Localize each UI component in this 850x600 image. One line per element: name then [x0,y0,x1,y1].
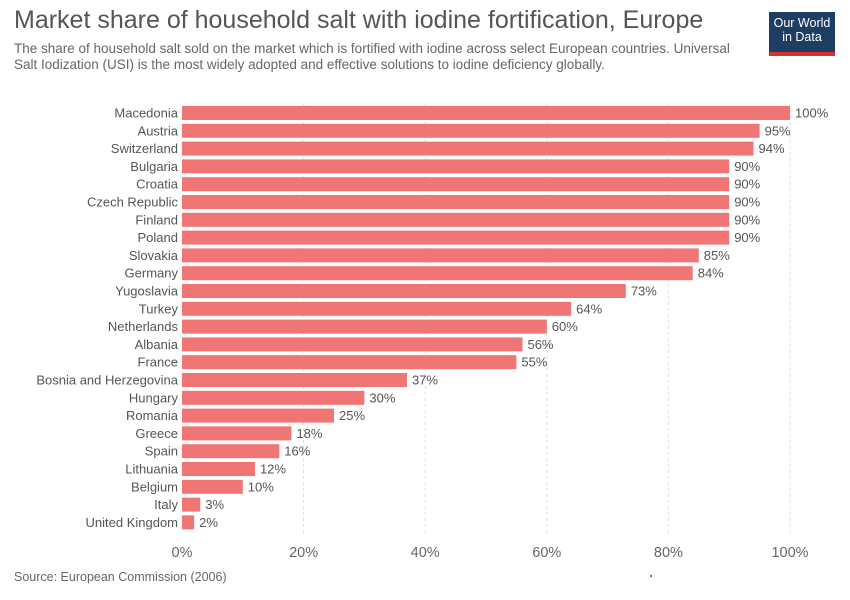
category-label: Netherlands [108,319,179,334]
bar [182,408,334,423]
bar [182,284,626,298]
bar [182,106,790,120]
bar [182,177,730,192]
bar [182,462,255,476]
value-label: 90% [734,177,760,192]
category-label: Bosnia and Herzegovina [36,373,178,388]
value-label: 37% [412,373,438,388]
value-label: 2% [199,515,218,530]
value-label: 95% [765,123,791,138]
bar [182,426,292,441]
bar [182,141,754,156]
bar [182,444,280,459]
value-label: 90% [734,212,760,227]
category-label: United Kingdom [86,515,179,530]
value-label: 64% [576,301,602,316]
category-label: Italy [154,497,178,512]
category-label: Yugoslavia [115,284,179,299]
bar [182,355,517,370]
category-label: Greece [135,426,178,441]
bar [182,479,243,494]
value-label: 84% [698,266,724,281]
bar [182,319,547,334]
category-label: Czech Republic [87,195,179,210]
chart-title: Market share of household salt with iodi… [14,6,704,34]
bar [182,230,730,245]
category-label: Bulgaria [130,159,178,174]
category-label: France [138,355,178,370]
value-label: 90% [734,230,760,245]
category-label: Macedonia [114,106,178,121]
value-label: 25% [339,408,365,423]
value-label: 30% [369,390,395,405]
logo-line-1: Our World [773,16,831,30]
source-note[interactable]: Source: European Commission (2006) [14,570,227,584]
x-tick-label: 20% [289,545,318,561]
category-label: Lithuania [125,462,179,477]
category-label: Spain [145,444,178,459]
category-label: Finland [135,212,178,227]
value-label: 60% [552,319,578,334]
category-label: Germany [125,266,179,281]
category-label: Slovakia [129,248,179,263]
bar [182,301,572,316]
bar [182,390,365,405]
category-label: Hungary [129,390,179,405]
logo-line-2: in Data [782,30,822,44]
category-label: Croatia [136,177,179,192]
bar [182,266,693,281]
value-label: 3% [205,497,224,512]
owid-logo[interactable]: Our World in Data [769,12,835,56]
x-tick-label: 60% [532,545,561,561]
category-label: Romania [126,408,179,423]
value-label: 16% [284,444,310,459]
value-label: 90% [734,159,760,174]
value-label: 10% [248,479,274,494]
x-tick-label: 0% [172,545,193,561]
bar [182,248,699,263]
value-label: 90% [734,195,760,210]
bar [182,123,760,138]
value-label: 94% [759,141,785,156]
bar [182,497,201,512]
footer-dot [650,575,652,577]
x-tick-label: 40% [411,545,440,561]
bar [182,159,730,174]
bars: Macedonia 100% Austria 95% Switzerland 94% Bul… [36,106,828,530]
chart-subtitle: The share of household salt sold on the … [14,41,730,72]
value-label: 18% [296,426,322,441]
value-label: 73% [631,284,657,299]
value-label: 55% [521,355,547,370]
x-tick-label: 80% [654,545,683,561]
x-axis-ticks: 0% 20% 40% 60% 80% 100% [172,545,809,561]
category-label: Turkey [139,301,179,316]
logo-accent-bar [769,52,835,56]
value-label: 12% [260,462,286,477]
bar [182,337,523,352]
category-label: Switzerland [111,141,178,156]
category-label: Austria [138,123,179,138]
value-label: 100% [795,106,829,121]
bar [182,195,730,209]
category-label: Albania [135,337,179,352]
x-tick-label: 100% [771,545,808,561]
value-label: 85% [704,248,730,263]
bar [182,212,730,227]
bar [182,515,195,530]
category-label: Poland [138,230,178,245]
category-label: Belgium [131,479,178,494]
bar [182,373,407,387]
value-label: 56% [527,337,553,352]
